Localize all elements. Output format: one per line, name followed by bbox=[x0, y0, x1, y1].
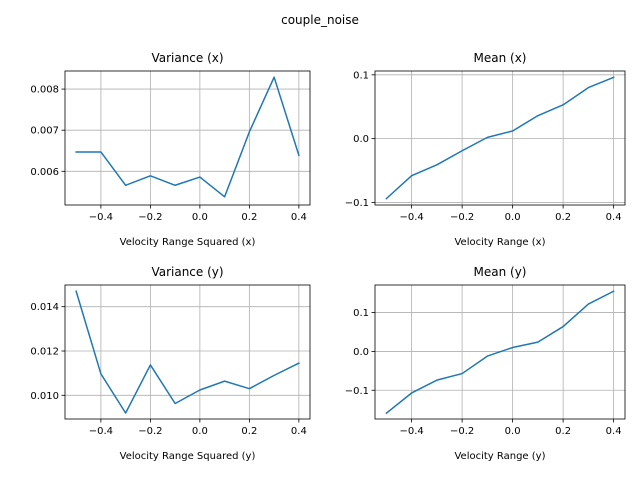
x-tick-label: −0.2 bbox=[450, 212, 474, 223]
x-axis-label: Velocity Range Squared (x) bbox=[120, 237, 256, 248]
x-tick-label: −0.2 bbox=[138, 212, 162, 223]
y-tick-label: 0.1 bbox=[353, 308, 369, 319]
y-tick-label: 0.014 bbox=[30, 302, 59, 313]
x-tick-label: −0.4 bbox=[399, 212, 423, 223]
x-tick-label: 0.2 bbox=[555, 212, 571, 223]
y-tick-label: 0.0 bbox=[353, 134, 369, 145]
panel-title: Mean (x) bbox=[474, 51, 527, 65]
y-tick-label: 0.008 bbox=[30, 85, 59, 96]
x-tick-label: 0.0 bbox=[192, 426, 208, 437]
x-tick-label: 0.2 bbox=[241, 212, 257, 223]
x-tick-label: 0.2 bbox=[555, 426, 571, 437]
x-tick-label: −0.4 bbox=[89, 212, 113, 223]
y-tick-label: 0.1 bbox=[353, 70, 369, 81]
y-tick-label: 0.0 bbox=[353, 347, 369, 358]
x-axis-label: Velocity Range (x) bbox=[454, 237, 545, 248]
figure-suptitle: couple_noise bbox=[281, 13, 359, 27]
panel-title: Mean (y) bbox=[474, 265, 527, 279]
x-axis-label: Velocity Range (y) bbox=[454, 451, 545, 462]
y-tick-label: −0.1 bbox=[345, 386, 369, 397]
y-tick-label: 0.007 bbox=[30, 126, 59, 137]
panel-title: Variance (y) bbox=[151, 265, 223, 279]
x-axis-label: Velocity Range Squared (y) bbox=[120, 451, 256, 462]
y-tick-label: −0.1 bbox=[345, 198, 369, 209]
x-tick-label: −0.4 bbox=[399, 426, 423, 437]
x-tick-label: −0.2 bbox=[450, 426, 474, 437]
x-tick-label: 0.4 bbox=[291, 212, 307, 223]
x-tick-label: 0.0 bbox=[505, 212, 521, 223]
x-tick-label: −0.2 bbox=[138, 426, 162, 437]
y-tick-label: 0.010 bbox=[30, 391, 59, 402]
x-tick-label: 0.4 bbox=[606, 426, 622, 437]
panel-title: Variance (x) bbox=[151, 51, 223, 65]
x-tick-label: −0.4 bbox=[89, 426, 113, 437]
x-tick-label: 0.0 bbox=[192, 212, 208, 223]
x-tick-label: 0.4 bbox=[606, 212, 622, 223]
x-tick-label: 0.2 bbox=[241, 426, 257, 437]
x-tick-label: 0.0 bbox=[505, 426, 521, 437]
x-tick-label: 0.4 bbox=[291, 426, 307, 437]
y-tick-label: 0.012 bbox=[30, 347, 59, 358]
y-tick-label: 0.006 bbox=[30, 167, 59, 178]
